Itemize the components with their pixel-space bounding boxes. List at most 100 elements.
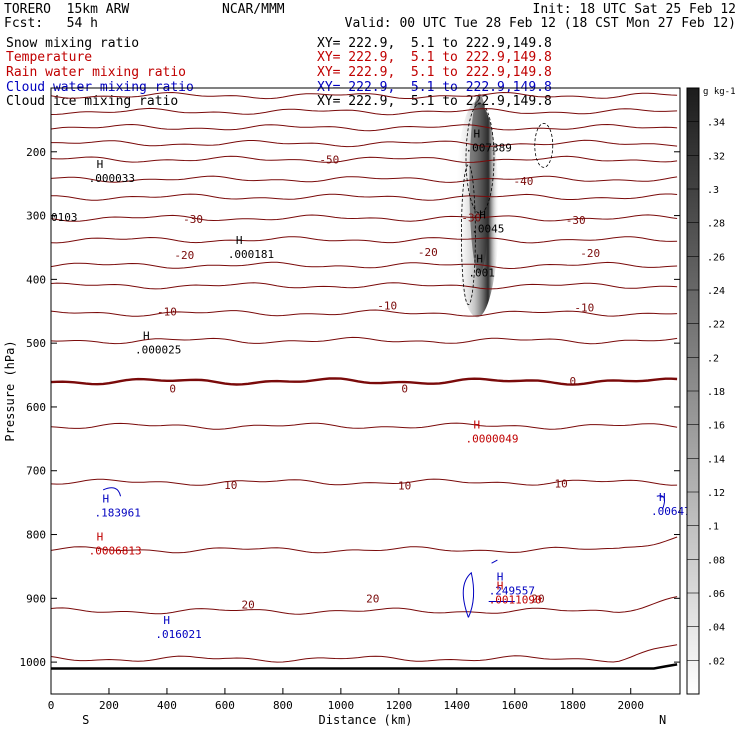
maximum-value: .0045 [471,222,504,235]
colorbar-tick-label: .26 [707,252,725,263]
colorbar-tick-label: .18 [707,387,725,398]
temperature-label: -30 [183,213,203,226]
temperature-label: 20 [241,599,254,612]
cloud-ice-contour [461,164,476,306]
colorbar-tick-label: .32 [707,151,725,162]
temperature-label: 10 [398,479,411,492]
maximum-value: .183961 [94,506,140,519]
field-xy-snow: XY= 222.9, 5.1 to 222.9,149.8 [317,36,552,51]
maximum-value: .000033 [89,172,135,185]
temperature-label: -20 [174,249,194,262]
isotherm-line [51,155,678,163]
temperature-label: -10 [157,305,177,318]
colorbar-tick-label: .24 [707,286,725,297]
colorbar-tick-label: .3 [707,185,719,196]
temperature-label: -10 [377,300,397,313]
y-tick-label: 500 [26,337,46,350]
maximum-value: .016021 [155,628,201,641]
y-tick-label: 400 [26,273,46,286]
y-tick-label: 300 [26,210,46,223]
maximum-value: .249557 [489,585,535,598]
y-tick-label: 900 [26,592,46,605]
colorbar-tick-label: .12 [707,488,725,499]
temperature-label: -10 [574,301,594,314]
south-label: S [82,713,89,727]
temperature-label: -50 [319,153,339,166]
plot-frame [50,87,681,695]
cloud-ice-contour [534,123,554,168]
isotherm-line [51,282,678,290]
maximum-marker: H [97,158,104,171]
temperature-label: -20 [580,247,600,260]
y-tick-label: 600 [26,401,46,414]
cloud-ice-contour [465,102,495,214]
maximum-value: .0006813 [89,545,142,558]
isotherm-line [51,139,678,148]
colorbar-tick-label: .1 [707,522,719,533]
maximum-value: .000181 [228,248,274,261]
temperature-label: 20 [366,592,379,605]
maximum-value: .006470 [651,505,697,518]
cloud-water-contour [462,571,475,618]
isotherm-line [51,596,678,615]
edge-label: 0103 [51,211,78,224]
maximum-marker: H [236,234,243,247]
field-xy-cloud-ice: XY= 222.9, 5.1 to 222.9,149.8 [317,94,552,109]
x-axis-label: Distance (km) [319,713,413,727]
field-name-rain: Rain water mixing ratio [6,65,187,80]
temperature-label: 0 [169,382,176,395]
field-name-temperature: Temperature [6,50,93,65]
maximum-marker: H [97,531,104,544]
colorbar-unit: g kg-1 [703,87,736,97]
cloud-water-contour [656,495,666,510]
isotherm-line [51,422,678,430]
maximum-marker: H [143,330,150,343]
x-tick-label: 1600 [502,699,529,712]
isotherm-line [51,261,678,270]
isotherm-line [51,214,678,222]
temperature-label: -30 [566,214,586,227]
y-tick-label: 1000 [20,656,47,669]
colorbar-tick-label: .08 [707,555,725,566]
maximum-marker: H [163,614,170,627]
snow-shading-core [469,93,490,274]
temperature-label: 0 [401,382,408,395]
forecast-hour: Fcst: 54 h [4,16,98,31]
colorbar-tick-label: .22 [707,320,725,331]
temperature-label: 20 [531,592,544,605]
colorbar-tick-label: .2 [707,353,719,364]
x-tick-label: 1200 [386,699,413,712]
colorbar-tick-label: .14 [707,454,725,465]
colorbar-tick-label: .28 [707,219,725,230]
isotherm-line [51,107,678,116]
field-xy-rain: XY= 222.9, 5.1 to 222.9,149.8 [317,65,552,80]
maximum-marker: H [476,252,483,265]
maximum-value: .0000049 [466,432,519,445]
x-tick-label: 1400 [444,699,471,712]
maximum-value: .007389 [466,141,512,154]
y-tick-label: 200 [26,146,46,159]
colorbar-tick-label: .06 [707,589,725,600]
isotherm-line [51,91,678,100]
temperature-label: -40 [514,175,534,188]
model-title: TORERO 15km ARW [4,2,130,17]
maximum-marker: H [497,580,504,593]
maximum-marker: H [474,127,481,140]
x-tick-label: 0 [48,699,55,712]
isotherm-line [51,175,678,183]
maximum-marker: H [497,571,504,584]
temperature-label: 10 [224,479,237,492]
cloud-water-contour [102,487,122,497]
isotherm-line [51,193,678,201]
colorbar-tick-label: .02 [707,656,725,667]
colorbar-tick-label: .16 [707,421,725,432]
isotherm-line [51,309,678,317]
x-tick-label: 800 [273,699,293,712]
field-name-snow: Snow mixing ratio [6,36,140,51]
field-name-cloud-ice: Cloud ice mixing ratio [6,94,179,109]
isotherm-line [51,377,678,386]
temperature-label: -20 [418,246,438,259]
colorbar-tick-label: .04 [707,623,725,634]
y-tick-label: 800 [26,529,46,542]
